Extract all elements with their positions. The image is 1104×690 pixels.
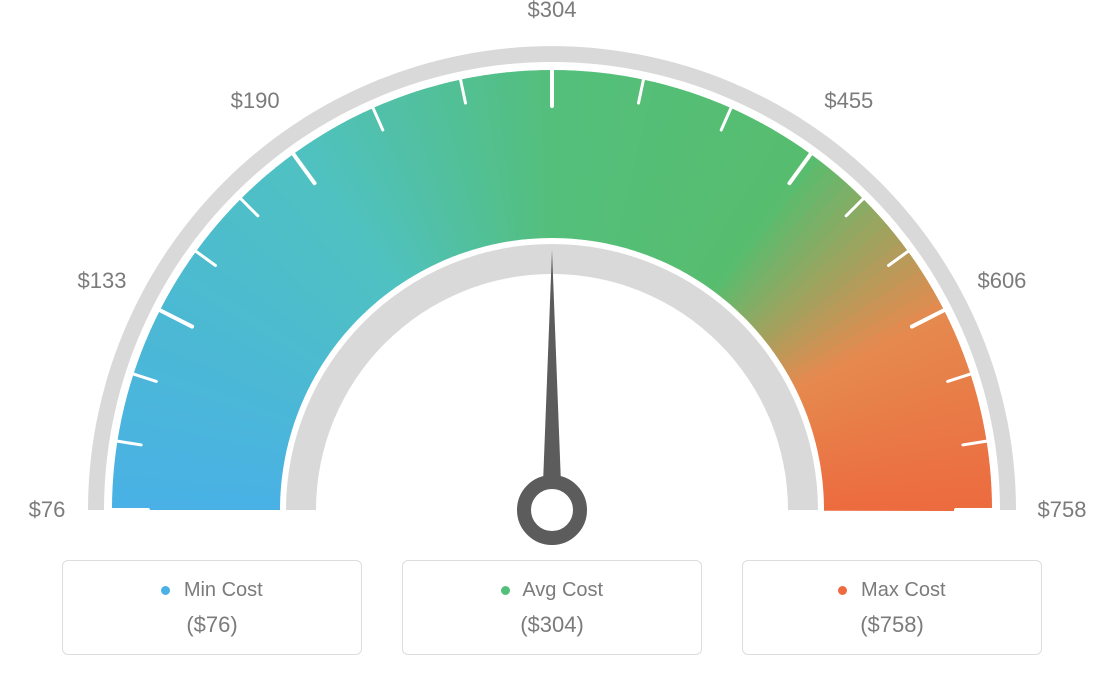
legend-value-min: ($76)	[63, 612, 361, 638]
gauge-svg	[0, 0, 1104, 560]
gauge-tick-label: $758	[1038, 497, 1087, 523]
legend-label-avg: Avg Cost	[522, 579, 603, 601]
legend-card-avg: Avg Cost ($304)	[402, 560, 702, 655]
legend-card-min: Min Cost ($76)	[62, 560, 362, 655]
legend-dot-max	[838, 586, 847, 595]
legend-label-max: Max Cost	[861, 579, 945, 601]
legend-title-min: Min Cost	[63, 579, 361, 602]
legend-dot-avg	[501, 586, 510, 595]
legend-title-max: Max Cost	[743, 579, 1041, 602]
legend-row: Min Cost ($76) Avg Cost ($304) Max Cost …	[0, 560, 1104, 655]
legend-title-avg: Avg Cost	[403, 579, 701, 602]
cost-gauge: $76 $133 $190 $304 $455 $606 $758	[0, 0, 1104, 560]
gauge-tick-label: $304	[528, 0, 577, 23]
gauge-tick-label: $133	[78, 268, 127, 294]
gauge-tick-label: $455	[824, 88, 873, 114]
legend-card-max: Max Cost ($758)	[742, 560, 1042, 655]
legend-dot-min	[161, 586, 170, 595]
legend-value-avg: ($304)	[403, 612, 701, 638]
gauge-tick-label: $190	[231, 88, 280, 114]
legend-value-max: ($758)	[743, 612, 1041, 638]
gauge-tick-label: $76	[29, 497, 66, 523]
legend-label-min: Min Cost	[184, 579, 263, 601]
gauge-tick-label: $606	[977, 268, 1026, 294]
